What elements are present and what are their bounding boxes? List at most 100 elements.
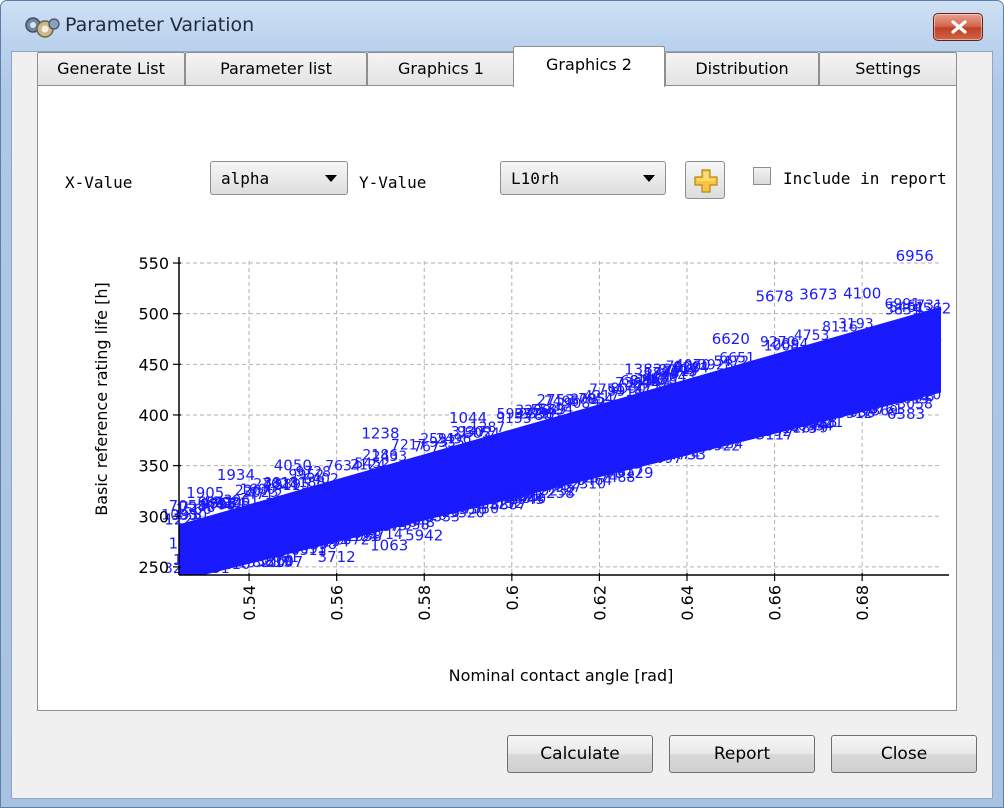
tab-graphics-2[interactable]: Graphics 2 [513,46,665,87]
data-point: 1210 [212,555,250,573]
close-button[interactable]: Close [831,735,977,773]
x-tick-label: 0.54 [240,585,259,621]
cloud-point-mark: 2310 [570,476,606,492]
cloud-point-mark: 4953 [496,491,532,507]
cloud-point-mark: 1845 [644,366,680,382]
data-point: 4050 [274,457,312,475]
data-point: 4733 [668,446,706,464]
y-value-select[interactable]: L10rh [500,161,666,195]
cloud-point-mark: 7751 [589,382,625,398]
cloud-point-mark: 7658 [301,537,337,553]
cloud-point-mark: 8908 [499,486,535,502]
cloud-point-mark: 5394 [538,402,574,418]
cloud-point-mark: 2338 [519,406,555,422]
cloud-point-mark: 1775 [504,489,540,505]
cloud-point-mark: 3779 [514,407,550,423]
cloud-point-mark: 7488 [600,470,636,486]
data-point: 8107 [265,553,303,571]
include-in-report-checkbox[interactable] [753,167,771,185]
cloud-point-mark: 7552 [756,424,792,440]
title-bar[interactable]: Parameter Variation [1,1,1003,51]
cloud-point-mark: 9914 [608,384,644,400]
cloud-point-mark: 7673 [413,440,449,456]
cloud-point-mark: 1943 [509,492,545,508]
cloud-point-mark: 5472 [714,354,750,370]
cloud-point-mark: 2468 [843,401,879,417]
cloud-point-mark: 5384 [673,360,709,376]
chart-axes [173,257,949,581]
data-point: 1382 [624,360,662,378]
cloud-point-mark: 7658 [840,405,876,421]
cloud-point-mark: 1615 [220,555,256,571]
report-button[interactable]: Report [669,735,815,773]
x-value-select[interactable]: alpha [210,161,348,195]
cloud-point-mark: 2031 [194,561,230,577]
cloud-point-mark: 6354 [798,419,834,435]
cloud-point-mark: 9913 [201,496,237,512]
data-point: 2315 [904,330,942,348]
x-tick-label: 0.6 [503,585,522,610]
data-point: 6383 [887,405,925,423]
data-point: 6956 [896,247,934,265]
tab-graphics-1[interactable]: Graphics 1 [367,52,515,85]
cloud-point-mark: 7278 [180,500,216,516]
window-close-button[interactable] [933,13,983,41]
y-tick-label: 300 [138,507,169,526]
cloud-point-mark: 3928 [698,358,734,374]
y-value-current: L10rh [511,169,560,188]
cloud-point-mark: 5648 [399,515,435,531]
cloud-point-mark: 3124 [343,529,379,545]
data-point: 3673 [799,285,837,303]
window-title: Parameter Variation [65,14,255,36]
point-cloud-band [179,306,941,575]
cloud-point-mark: 8790 [630,374,666,390]
cloud-point-mark: 4237 [364,519,400,535]
cloud-point-mark: 1188 [290,475,326,491]
cloud-point-mark: 2072 [334,533,370,549]
cloud-point-mark: 9335 [429,435,465,451]
add-graph-button[interactable] [685,161,725,199]
cloud-point-mark: 9371 [505,487,541,503]
cloud-point-mark: 2186 [362,447,398,463]
cloud-point-mark: 5792 [204,495,240,511]
cloud-point-mark: 5221 [509,489,545,505]
tab-settings[interactable]: Settings [819,52,957,85]
cloud-point-mark: 1473 [782,421,818,437]
data-point: 1238 [361,424,399,442]
cloud-point-mark: 1811 [265,478,301,494]
cloud-point-mark: 1194 [314,535,350,551]
chevron-down-icon [325,175,337,182]
tab-distribution[interactable]: Distribution [665,52,819,85]
tick-labels: 250 300 350 400 450 500 550 0.54 0.56 0.58 0.6 0.62… [138,254,872,621]
cloud-point-mark: 4712 [247,487,283,503]
cloud-point-mark: 8333 [424,510,460,526]
cloud-point-mark: 4070 [675,357,711,373]
cloud-point-mark: 2517 [663,362,699,378]
tab-parameter-list[interactable]: Parameter list [185,52,367,85]
data-point: 1381 [169,535,207,553]
cloud-point-mark: 9232 [540,483,576,499]
cloud-point-mark: 3379 [257,555,293,571]
cloud-point-mark: 2433 [372,449,408,465]
y-tick-label: 550 [138,254,169,273]
tab-generate-list[interactable]: Generate List [37,52,185,85]
cloud-point-mark: 5395 [274,477,310,493]
x-tick-label: 0.62 [590,585,609,621]
cloud-point-mark: 7805 [525,408,561,424]
cloud-point-mark: 1981 [637,372,673,388]
cloud-point-mark: 8074 [499,486,535,502]
cloud-point-mark: 7634 [325,459,361,475]
cloud-point-mark: 9221 [808,415,844,431]
cloud-point-mark: 8030 [610,381,646,397]
cloud-point-mark: 3115 [662,364,698,380]
cloud-point-mark: 4019 [894,391,930,407]
cloud-point-mark: 8464 [577,473,613,489]
include-in-report-label: Include in report [783,169,947,188]
cloud-point-mark: 2591 [420,431,456,447]
cloud-point-mark: 3093 [291,541,327,557]
x-tick-label: 0.56 [328,585,347,621]
calculate-button[interactable]: Calculate [507,735,653,773]
cloud-point-mark: 6311 [291,543,327,559]
cloud-point-mark: 4500 [892,389,928,405]
